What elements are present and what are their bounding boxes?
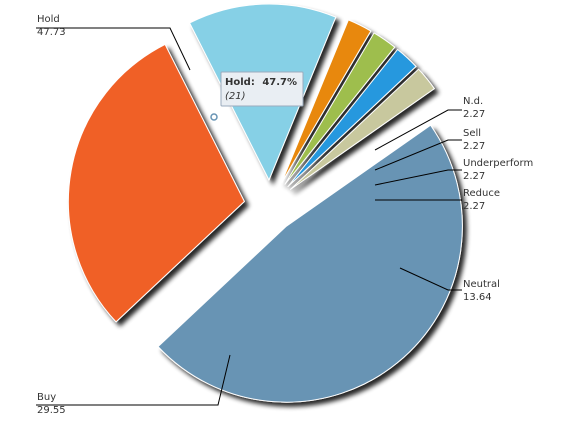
pie-slice-hold[interactable] [157, 124, 463, 403]
slice-value-label: 2.27 [463, 109, 485, 120]
slice-value-label: 13.64 [463, 292, 492, 303]
slice-value-label: 2.27 [463, 201, 485, 212]
slice-label: Neutral [463, 279, 500, 290]
leader-line [374, 109, 462, 151]
svg-text:Hold: 47.7%: Hold: 47.7% [225, 77, 297, 88]
tooltip-percent: 47.7% [262, 77, 297, 88]
slice-label: N.d. [463, 96, 483, 107]
tooltip-box [220, 71, 304, 107]
leader-line [399, 267, 462, 291]
slice-labels: Hold 47.73 Buy 29.55 Neutral 13.64 Reduce 2.27 U… [37, 14, 533, 416]
slice-label: Sell [463, 128, 481, 139]
slice-value-label: 47.73 [37, 27, 66, 38]
slice-label: Buy [37, 392, 56, 403]
pie-slices [67, 3, 463, 403]
slice-value-label: 29.55 [37, 405, 66, 416]
tooltip-label: Hold: [225, 77, 255, 88]
slice-label: Underperform [463, 158, 533, 169]
pie-slice-sell[interactable] [287, 48, 417, 188]
leader-line [374, 169, 462, 186]
leader-line [36, 354, 231, 406]
slice-value-label: 2.27 [463, 141, 485, 152]
slice-label: Hold [37, 14, 60, 25]
pie-slice-buy[interactable] [67, 43, 246, 323]
slice-value-label: 2.27 [463, 171, 485, 182]
slice-tooltip: Hold: 47.7% (21) [220, 71, 304, 107]
leader-lines [36, 27, 462, 406]
leader-line [36, 27, 191, 71]
pie-slice-reduce[interactable] [281, 19, 372, 183]
hover-marker [210, 113, 218, 121]
tooltip-count: (21) [225, 91, 246, 102]
pie-slice-underperform[interactable] [284, 32, 396, 185]
slice-label: Reduce [463, 188, 500, 199]
pie-slice-n-d[interactable] [289, 68, 436, 191]
leader-line [374, 139, 462, 171]
